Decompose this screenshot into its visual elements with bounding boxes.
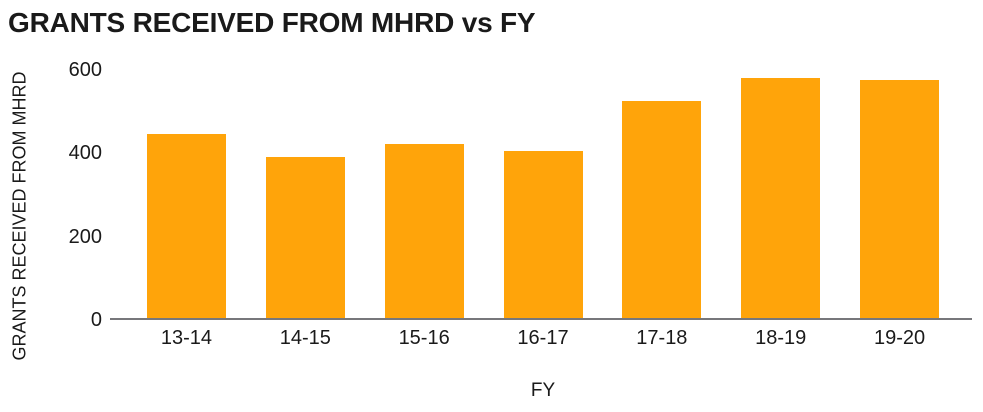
x-tick-label-17-18: 17-18 — [636, 327, 688, 349]
bar-18-19[interactable] — [741, 78, 821, 318]
x-axis-title: FY — [530, 380, 556, 401]
y-axis-title: GRANTS RECEIVED FROM MHRD — [9, 71, 30, 361]
chart-title: GRANTS RECEIVED FROM MHRD vs FY — [8, 7, 536, 38]
bar-16-17[interactable] — [503, 150, 583, 318]
bar-14-15[interactable] — [265, 156, 345, 318]
y-tick-label-200: 200 — [68, 225, 102, 248]
bar-band-13-14 — [127, 70, 246, 318]
bar-13-14[interactable] — [146, 134, 226, 318]
x-tick-label-19-20: 19-20 — [874, 327, 926, 349]
x-tick-label-14-15: 14-15 — [279, 327, 331, 349]
bar-band-14-15 — [246, 70, 365, 318]
bar-band-19-20 — [840, 70, 959, 318]
bar-band-15-16 — [365, 70, 484, 318]
x-tick-label-13-14: 13-14 — [160, 327, 212, 349]
y-axis-tick-labels: 0 200 400 600 — [69, 59, 972, 331]
x-tick-label-16-17: 16-17 — [517, 327, 569, 349]
bar-17-18[interactable] — [622, 101, 702, 318]
y-tick-label-0: 0 — [90, 309, 102, 331]
bar-band-16-17 — [484, 70, 603, 318]
x-axis-tick-labels: 13-14 14-15 15-16 16-17 17-18 18-19 19-20 — [127, 327, 959, 350]
bar-19-20[interactable] — [860, 80, 940, 318]
y-tick-label-600: 600 — [68, 59, 102, 81]
x-tick-label-15-16: 15-16 — [398, 327, 450, 349]
plot-area: 0 200 400 600 — [69, 59, 972, 331]
x-tick-label-18-19: 18-19 — [755, 327, 807, 349]
y-tick-label-400: 400 — [68, 142, 102, 165]
bars-group — [127, 70, 959, 318]
bar-15-16[interactable] — [384, 144, 464, 318]
bar-band-18-19 — [721, 70, 840, 318]
bar-band-17-18 — [602, 70, 721, 318]
x-axis-line — [110, 318, 972, 320]
